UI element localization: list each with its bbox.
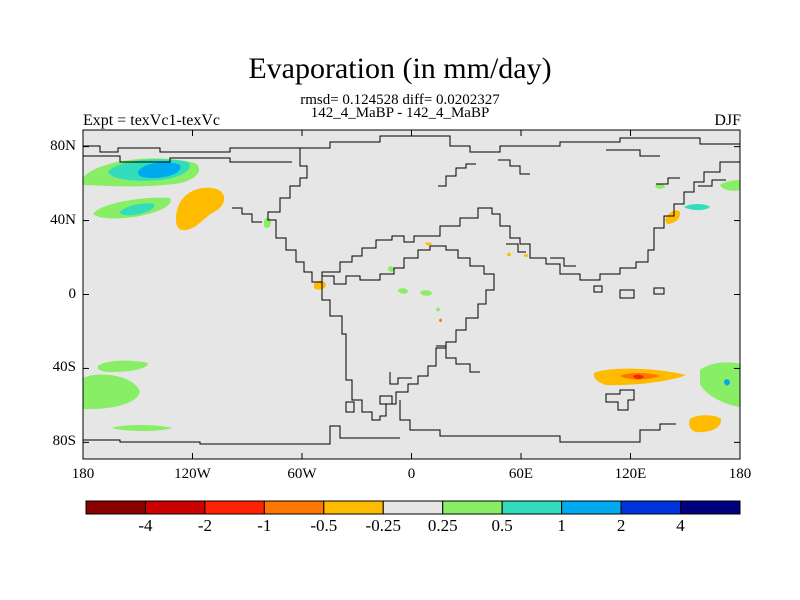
contour-region xyxy=(138,162,181,178)
contour-region xyxy=(398,288,408,294)
coastline xyxy=(438,163,476,187)
contour-region xyxy=(689,415,722,433)
lat-tick-label: 40N xyxy=(50,211,76,228)
contour-region xyxy=(700,362,740,407)
coastlines xyxy=(83,135,740,445)
colorbar-swatch xyxy=(144,500,206,515)
lon-tick-marks xyxy=(82,130,741,459)
contour-region xyxy=(420,290,432,296)
coastline xyxy=(83,425,400,445)
colorbar-swatch xyxy=(501,500,563,515)
lat-tick-label: 80S xyxy=(52,433,76,450)
lon-tick-label: 0 xyxy=(407,466,416,482)
contour-region xyxy=(388,266,394,272)
contour-region xyxy=(665,210,681,224)
lat-tick-label: 80N xyxy=(50,137,76,154)
coastline xyxy=(486,423,676,443)
contour-region xyxy=(436,307,440,312)
coastline xyxy=(389,372,412,385)
contour-region xyxy=(112,425,172,431)
season-label: DJF xyxy=(714,112,741,129)
coastline xyxy=(436,345,480,373)
contour-region xyxy=(507,252,511,257)
colorbar-swatch xyxy=(680,500,741,515)
colorbar-label: 0.5 xyxy=(491,516,513,535)
contour-region xyxy=(655,183,665,189)
chart-title: Evaporation (in mm/day) xyxy=(248,52,552,85)
colorbar-label: -4 xyxy=(138,516,153,535)
colorbar-label: 4 xyxy=(676,516,685,535)
contour-region xyxy=(425,242,432,246)
lon-tick-label: 120E xyxy=(614,466,647,482)
coastline xyxy=(550,257,576,267)
lat-tick-label: 0 xyxy=(68,285,77,302)
chart-subtitle: 142_4_MaBP - 142_4_MaBP xyxy=(310,105,490,121)
coastline xyxy=(498,159,530,175)
contour-region xyxy=(314,281,326,290)
coastline xyxy=(506,243,526,253)
colorbar-label: 0.25 xyxy=(427,516,458,535)
colorbar-swatch xyxy=(85,500,146,515)
contour-region xyxy=(83,374,140,410)
colorbar-swatch xyxy=(620,500,682,515)
coastline xyxy=(698,179,726,187)
lon-tick-label: 180 xyxy=(71,466,95,482)
experiment-label: Expt = texVc1-texVc xyxy=(83,112,220,129)
contour-region xyxy=(524,253,528,258)
colorbar-label: 1 xyxy=(557,516,566,535)
contour-region xyxy=(633,374,644,380)
lon-tick-label: 120W xyxy=(174,466,211,482)
coastline xyxy=(605,389,635,411)
coastline xyxy=(606,149,660,157)
colorbar xyxy=(85,500,741,515)
contour-region xyxy=(724,379,730,386)
lon-tick-label: 60E xyxy=(508,466,534,482)
coastline xyxy=(300,135,740,153)
colorbar-swatch xyxy=(204,500,265,515)
colorbar-label: -0.5 xyxy=(310,516,338,535)
coastline xyxy=(399,400,486,437)
colorbar-swatch xyxy=(382,500,444,515)
lat-tick-label: 40S xyxy=(52,359,76,376)
colorbar-label: -0.25 xyxy=(365,516,401,535)
stats-line: rmsd= 0.124528 diff= 0.0202327 xyxy=(300,92,500,108)
contour-region xyxy=(720,180,740,191)
lon-tick-label: 60W xyxy=(287,466,317,482)
lon-tick-label: 180 xyxy=(728,466,752,482)
coastline xyxy=(232,207,262,223)
map-background xyxy=(83,130,740,459)
coastline xyxy=(619,289,635,299)
coastline xyxy=(593,285,603,293)
colorbar-label: 2 xyxy=(616,516,626,535)
contour-region xyxy=(120,203,155,216)
colorbar-swatch xyxy=(442,500,503,515)
coastline xyxy=(321,245,495,421)
colorbar-label: -1 xyxy=(257,516,272,535)
contour-region xyxy=(97,360,148,372)
coastline xyxy=(653,287,665,295)
contour-region xyxy=(439,318,442,323)
contour-fills xyxy=(83,158,740,433)
coastline xyxy=(379,395,393,405)
colorbar-swatch xyxy=(323,500,384,515)
colorbar-swatch xyxy=(561,500,622,515)
coastline xyxy=(345,401,355,413)
lat-tick-marks xyxy=(83,146,740,443)
coastline xyxy=(83,145,740,283)
contour-region xyxy=(684,204,710,210)
colorbar-swatch xyxy=(263,500,325,515)
coastline xyxy=(83,155,292,163)
colorbar-label: -2 xyxy=(197,516,212,535)
coastline xyxy=(656,177,680,185)
contour-region xyxy=(176,187,225,231)
